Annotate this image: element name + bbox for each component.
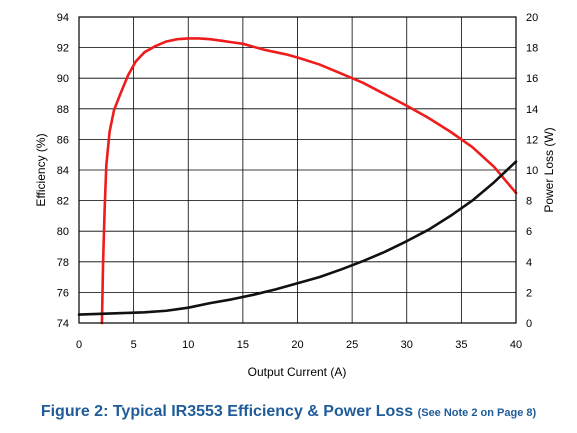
left-y-tick-label-10: 94	[57, 12, 69, 24]
left-y-tick-label-8: 90	[57, 73, 69, 85]
left-y-tick-label-3: 80	[57, 226, 69, 238]
x-tick-label-1: 5	[131, 339, 137, 351]
right-y-tick-label-2: 4	[526, 257, 532, 269]
caption-main: Figure 2: Typical IR3553 Efficiency & Po…	[40, 403, 414, 420]
x-tick-label-4: 20	[291, 339, 303, 351]
right-y-tick-label-7: 14	[526, 104, 538, 116]
x-tick-labels: 0 5 10 15 20 25 30 35 40	[76, 339, 522, 351]
x-tick-label-8: 40	[510, 339, 522, 351]
left-y-tick-labels: 74 76 78 80 82 84 86 88 90 92 94	[57, 12, 69, 330]
left-y-tick-label-2: 78	[57, 257, 69, 269]
left-y-tick-label-9: 92	[57, 43, 69, 55]
right-y-axis-title: Power Loss (W)	[542, 127, 556, 212]
right-y-tick-label-0: 0	[526, 318, 532, 330]
right-y-tick-label-8: 16	[526, 73, 538, 85]
right-y-tick-labels: 0 2 4 6 8 10 12 14 16 18 20	[526, 12, 538, 330]
x-tick-label-6: 30	[401, 339, 413, 351]
figure-caption: Figure 2: Typical IR3553 Efficiency & Po…	[0, 403, 577, 421]
x-tick-label-0: 0	[76, 339, 82, 351]
right-y-tick-label-1: 2	[526, 287, 532, 299]
left-y-tick-label-0: 74	[57, 318, 69, 330]
left-y-axis-title: Efficiency (%)	[34, 133, 48, 206]
caption-note: (See Note 2 on Page 8)	[417, 407, 537, 419]
x-axis-title: Output Current (A)	[248, 365, 347, 379]
efficiency-line	[100, 37, 518, 325]
x-tick-label-7: 35	[455, 339, 467, 351]
efficiency-power-loss-chart: 0 5 10 15 20 25 30 35 40 7476788082848688909294 …	[34, 12, 556, 379]
left-y-tick-label-7: 88	[57, 104, 69, 116]
x-tick-label-5: 25	[346, 339, 358, 351]
right-y-tick-label-6: 12	[526, 134, 538, 146]
right-y-tick-label-3: 6	[526, 226, 532, 238]
x-tick-label-2: 10	[182, 339, 194, 351]
x-tick-label-3: 15	[237, 339, 249, 351]
left-y-tick-label-6: 86	[57, 134, 69, 146]
right-y-tick-label-10: 20	[526, 12, 538, 24]
plot-frame	[78, 16, 517, 324]
right-y-tick-label-4: 8	[526, 196, 532, 208]
series-layer	[77, 37, 518, 325]
left-y-tick-label-1: 76	[57, 287, 69, 299]
right-y-tick-label-9: 18	[526, 43, 538, 55]
right-y-tick-label-5: 10	[526, 165, 538, 177]
left-y-tick-label-4: 82	[57, 196, 69, 208]
power-loss-line	[77, 160, 518, 316]
left-y-tick-label-5: 84	[57, 165, 69, 177]
